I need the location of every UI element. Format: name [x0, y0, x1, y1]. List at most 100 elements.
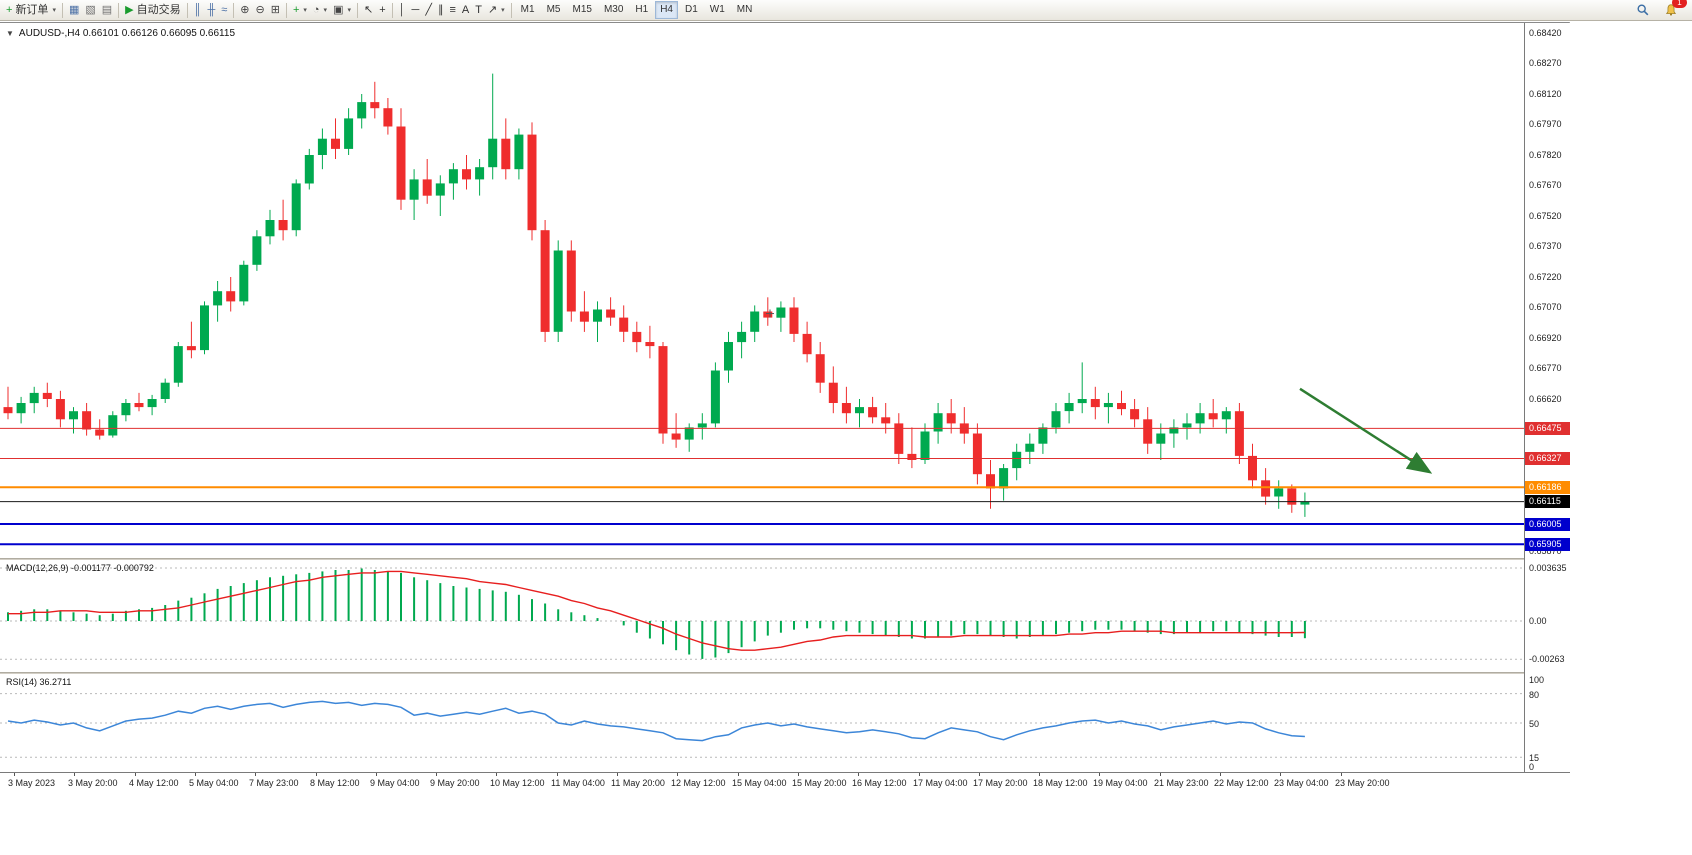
toolbar-separator: [356, 2, 358, 18]
rsi-axis-label: 50: [1529, 719, 1540, 729]
price-axis-label: 0.67370: [1529, 241, 1562, 251]
tile-windows-icon[interactable]: ⊞: [268, 1, 283, 19]
candlestick-chart-icon: ╫: [207, 3, 216, 16]
vertical-line-icon[interactable]: │: [396, 1, 409, 19]
notifications-icon[interactable]: 1: [1661, 0, 1687, 19]
caret-down-icon: ▾: [347, 7, 351, 14]
time-axis[interactable]: 3 May 2023 3 May 20:00 4 May 12:00 5 May 04…: [0, 772, 1570, 792]
time-axis-label: 3 May 20:00: [68, 778, 118, 788]
candle-body: [252, 236, 262, 265]
candle-body: [671, 433, 681, 440]
profiles-icon[interactable]: ▧: [82, 1, 98, 19]
vertical-line-icon: │: [398, 3, 406, 16]
timeframe-m5[interactable]: M5: [546, 4, 561, 15]
candle-body: [1103, 403, 1113, 408]
price-axis-label: 0.68120: [1529, 89, 1562, 99]
price-axis-label: 0.67820: [1529, 150, 1562, 160]
fibonacci-icon[interactable]: ≡: [446, 1, 458, 19]
candle-body: [855, 407, 864, 414]
autotrading-button-label: 自动交易: [136, 3, 181, 16]
rsi-pane-separator[interactable]: [0, 672, 1570, 674]
candle-body: [396, 126, 406, 200]
timeframe-m1[interactable]: M1: [520, 4, 535, 15]
candle-body: [200, 305, 209, 351]
rsi-pane[interactable]: [0, 674, 1524, 772]
timeframe-m30[interactable]: M30: [603, 4, 624, 15]
candle-body: [1143, 419, 1153, 444]
autotrading-button[interactable]: ▶ 自动交易: [122, 1, 183, 19]
cursor-icon[interactable]: ↖: [361, 1, 376, 19]
candle-body: [737, 331, 747, 343]
macd-pane[interactable]: [0, 560, 1524, 672]
candle-body: [3, 407, 13, 414]
trendline-icon[interactable]: ╱: [422, 1, 435, 19]
candle-body: [1261, 480, 1271, 497]
trend-arrow-annotation[interactable]: [1299, 387, 1433, 474]
candle-body: [972, 433, 982, 475]
time-axis-tick: [1099, 773, 1100, 776]
candle-body: [763, 311, 773, 318]
horizontal-line-icon[interactable]: ─: [409, 1, 423, 19]
candle-body: [658, 346, 668, 434]
toolbar-separator: [510, 2, 512, 18]
candle-body: [291, 183, 301, 231]
price-axis[interactable]: 0.68420 0.68270 0.68120 0.67970 0.67820 0.676…: [1524, 23, 1570, 772]
candle-body: [173, 346, 183, 383]
candle-body: [448, 169, 458, 184]
time-axis-label: 17 May 20:00: [973, 778, 1028, 788]
candle-body: [841, 403, 851, 414]
horizontal-line-icon: ─: [411, 3, 420, 16]
time-axis-tick: [617, 773, 618, 776]
candle-body: [566, 250, 576, 312]
candle-body: [1117, 403, 1126, 410]
time-axis-label: 7 May 23:00: [249, 778, 299, 788]
candle-body: [540, 230, 550, 332]
timeframe-mn[interactable]: MN: [736, 4, 753, 15]
data-window-icon[interactable]: ▤: [99, 1, 115, 19]
periods-icon[interactable]: ◔ ▾: [310, 1, 330, 19]
timeframe-m15[interactable]: M15: [572, 4, 592, 15]
one-click-trading-icon[interactable]: ▼: [6, 29, 14, 38]
candlestick-chart-icon[interactable]: ╫: [204, 1, 218, 19]
charts-icon[interactable]: ▦: [66, 1, 82, 19]
tile-windows-icon: ⊞: [270, 3, 280, 16]
candle-body: [475, 167, 485, 180]
time-axis-label: 11 May 04:00: [551, 778, 605, 788]
price-chart-pane[interactable]: [0, 23, 1524, 558]
time-axis-label: 15 May 20:00: [792, 778, 847, 788]
crosshair-icon[interactable]: +: [376, 1, 388, 19]
zoom-in-icon[interactable]: ⊕: [237, 1, 252, 19]
timeframe-h4[interactable]: H4: [655, 1, 678, 19]
time-axis-label: 23 May 20:00: [1335, 778, 1390, 788]
templates-icon[interactable]: ▣ ▾: [330, 1, 354, 19]
arrows-tool-icon[interactable]: ↗ ▾: [485, 1, 508, 19]
text-icon[interactable]: A: [459, 1, 472, 19]
time-axis-label: 11 May 20:00: [611, 778, 665, 788]
bar-chart-icon[interactable]: ║: [191, 1, 205, 19]
price-axis-label: 0.66770: [1529, 363, 1562, 373]
new-order-button[interactable]: + 新订单 ▾: [3, 1, 59, 19]
candle-body: [894, 423, 904, 454]
macd-pane-separator[interactable]: [0, 558, 1570, 560]
search-icon[interactable]: [1633, 1, 1653, 19]
time-axis-tick: [1160, 773, 1161, 776]
candle-body: [514, 134, 524, 170]
label-icon[interactable]: T: [472, 1, 485, 19]
text-icon: A: [461, 3, 470, 16]
timeframe-w1[interactable]: W1: [709, 4, 725, 15]
channel-icon[interactable]: ∥: [435, 1, 447, 19]
zoom-out-icon[interactable]: ⊖: [253, 1, 268, 19]
line-chart-icon[interactable]: ≈: [218, 1, 230, 19]
candle-body: [108, 415, 118, 436]
candle-body: [1077, 399, 1087, 404]
timeframe-d1[interactable]: D1: [684, 4, 698, 15]
indicators-icon[interactable]: + ▾: [290, 1, 310, 19]
timeframe-toolbar: M1 M5 M15 M30 H1 H4 D1 W1 MN: [508, 1, 759, 19]
rsi-label: RSI(14) 36.2711: [6, 677, 72, 687]
candle-body: [213, 291, 223, 306]
line-chart-icon: ≈: [221, 3, 228, 16]
rsi-axis-label: 0: [1529, 762, 1535, 772]
price-axis-label: 0.68270: [1529, 58, 1562, 68]
timeframe-h1[interactable]: H1: [635, 4, 649, 15]
price-badge: 0.66186: [1525, 481, 1570, 494]
